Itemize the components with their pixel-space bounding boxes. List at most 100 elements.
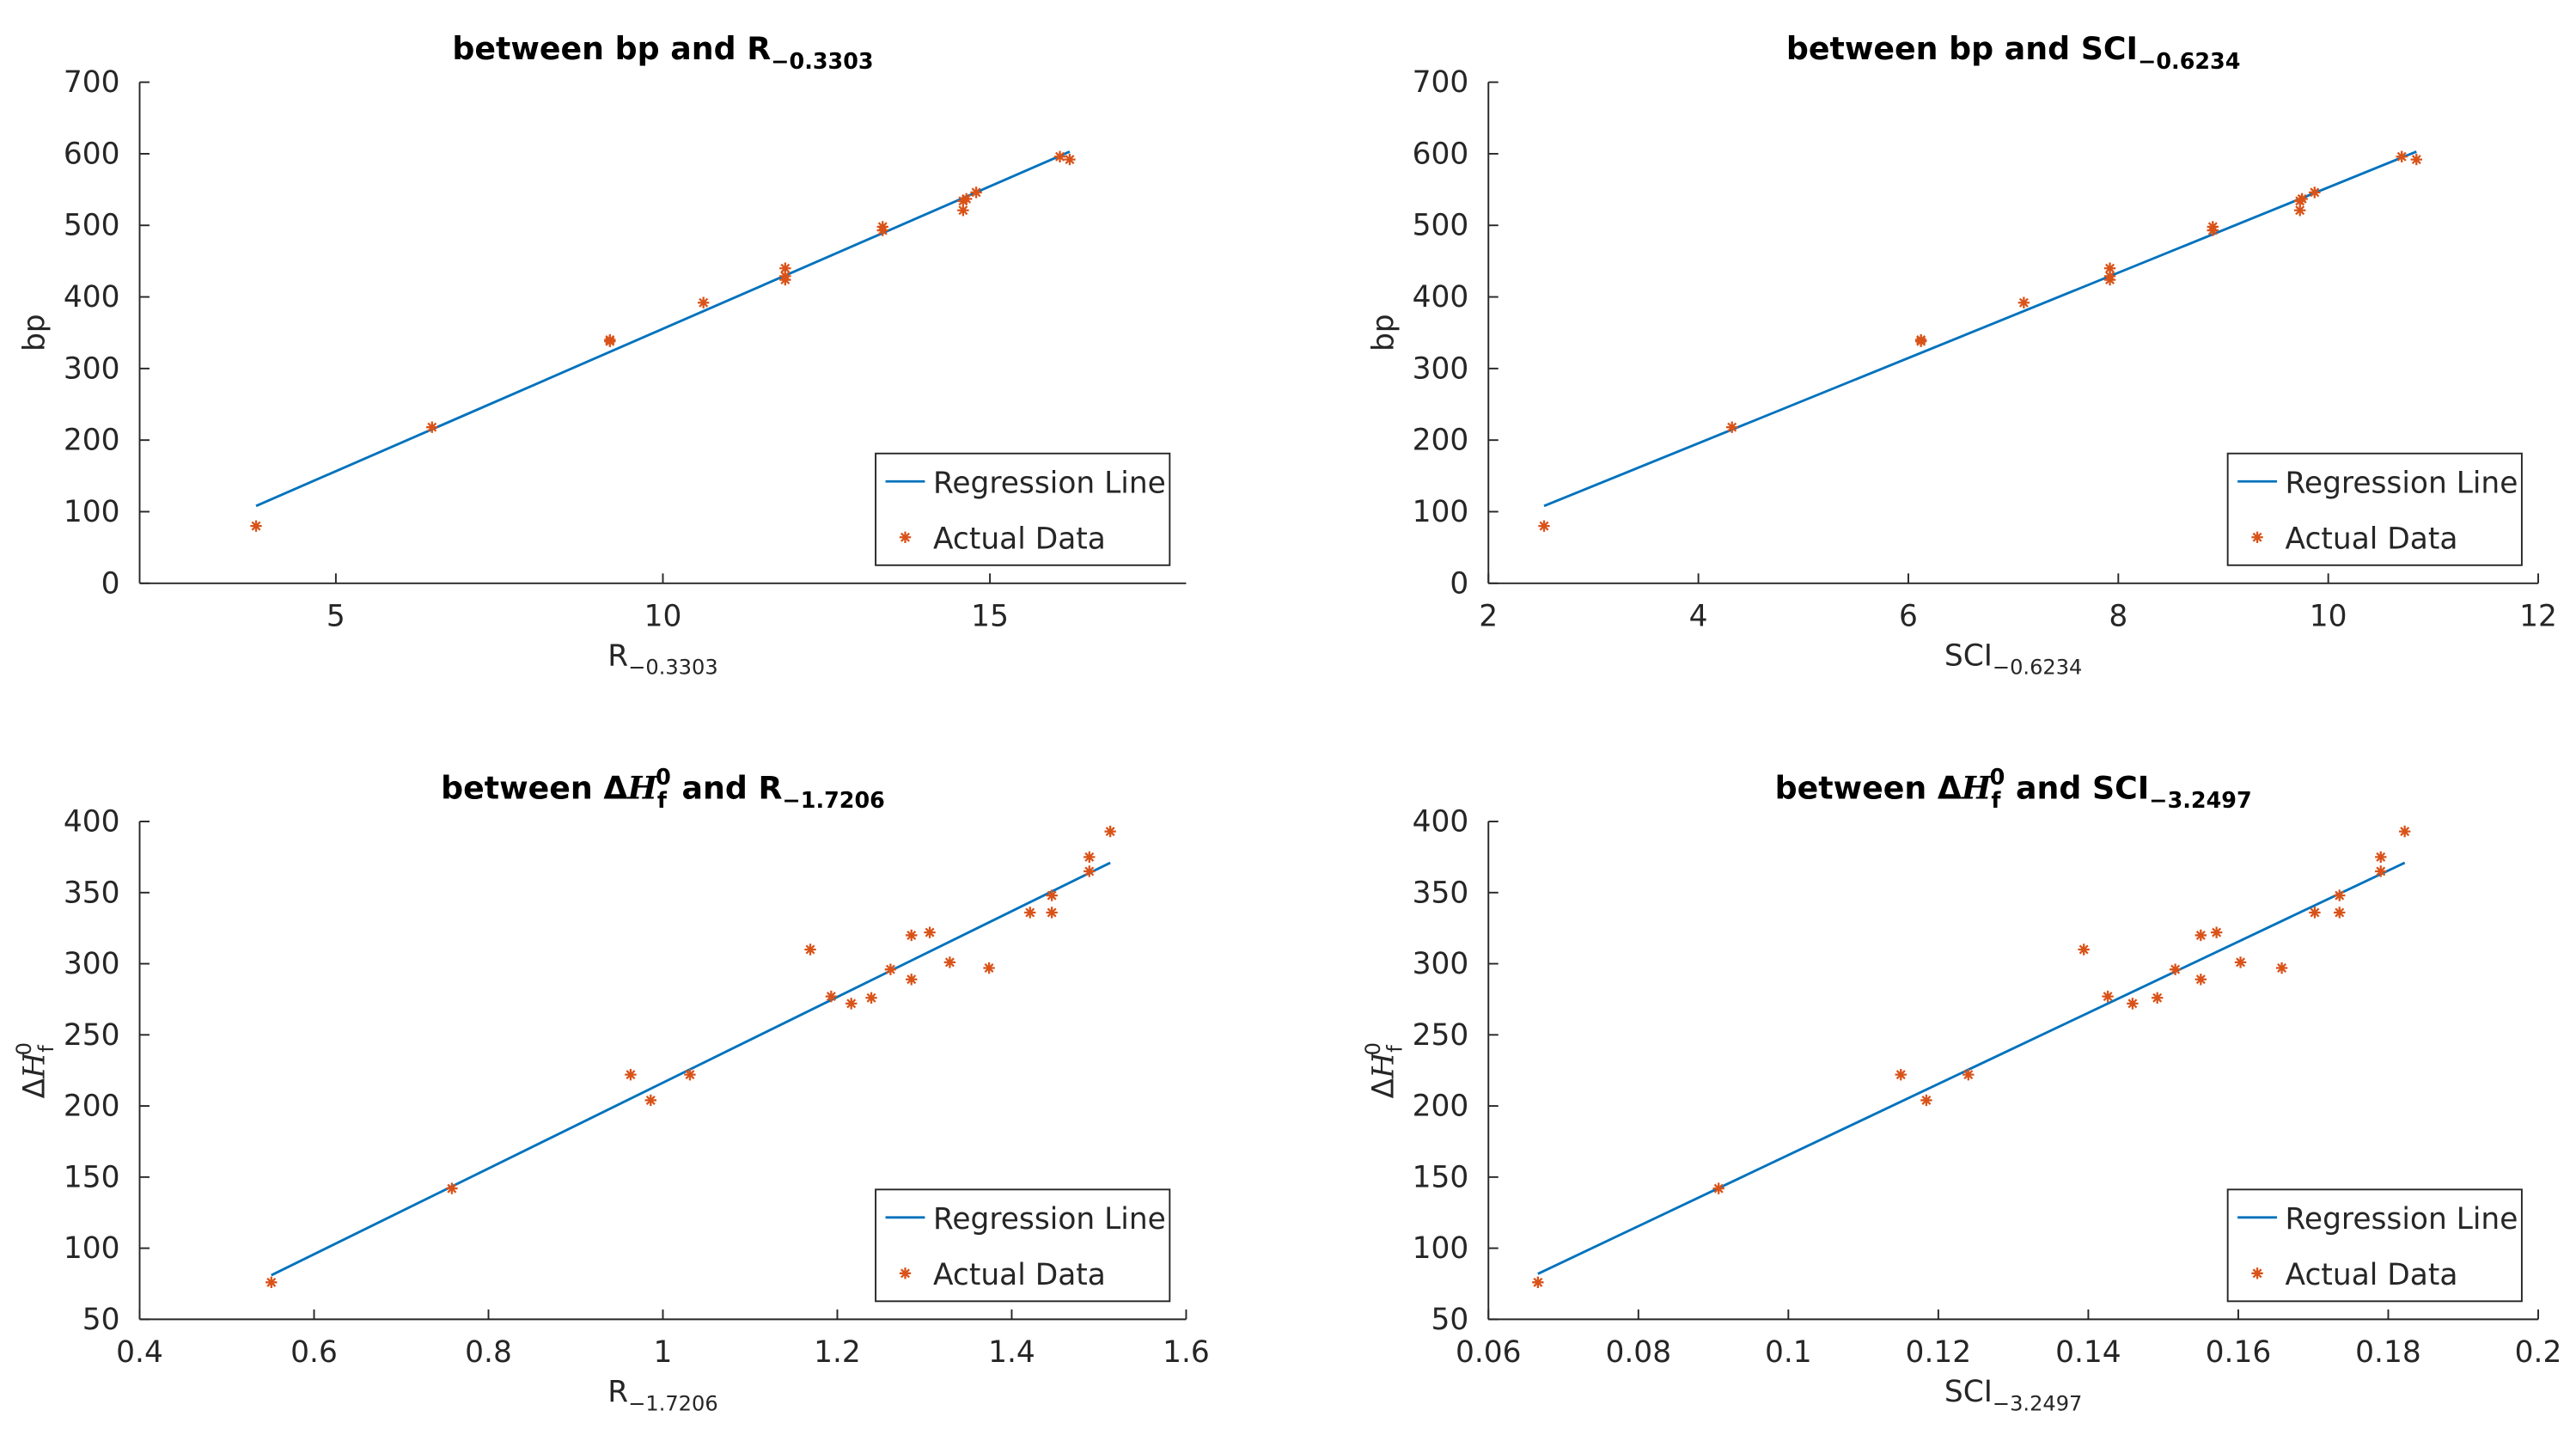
y-tick-label: 150 [64,1160,120,1194]
legend-label: Regression Line [2286,1202,2518,1237]
text-part: Δ [1366,1078,1401,1098]
chart-title: between bp and SCI−0.6234 [1786,30,2241,74]
y-tick-label: 200 [1413,424,1469,458]
data-point [1024,907,1036,919]
y-tick-label: 200 [64,424,120,458]
y-tick-label: 200 [1413,1090,1469,1124]
data-point [906,974,918,986]
data-point [697,296,710,308]
data-point [1532,1276,1544,1289]
x-tick-label: 10 [644,600,682,634]
data-point [2375,865,2387,877]
x-tick-label: 1.4 [988,1335,1035,1370]
data-point [1726,421,1738,433]
y-tick-label: 500 [1413,209,1469,243]
x-tick-label: 1.6 [1163,1335,1210,1370]
y-tick-label: 600 [64,137,120,171]
data-point [2102,990,2114,1003]
data-point [2399,825,2411,838]
text-part: between Δ [1775,769,1962,806]
legend-label: Actual Data [933,1258,1106,1292]
legend-box [875,1188,1171,1303]
y-axis-label: ΔHf0 [1361,1042,1407,1098]
data-point [924,926,936,938]
text-part: −3.2497 [2149,787,2251,813]
y-tick-label: 500 [64,209,120,243]
text-part: R [607,1375,628,1409]
y-tick-label: 250 [64,1018,120,1053]
text-part: and R [671,769,783,806]
x-tick-label: 0.16 [2206,1335,2272,1370]
text-part: H [18,1052,52,1079]
data-point [625,1068,637,1081]
y-tick-label: 50 [82,1303,120,1337]
text-part: −0.6234 [1993,656,2082,680]
data-point [906,929,918,942]
legend-swatch [2251,531,2263,543]
x-tick-label: 0.6 [290,1335,338,1370]
data-point [644,1094,656,1107]
data-point [2207,224,2219,236]
text-part: 0 [12,1042,36,1055]
data-point [1046,889,1058,901]
y-tick-label: 200 [64,1090,120,1124]
x-tick-label: 10 [2310,600,2347,634]
data-point [970,186,982,198]
text-part: −0.3303 [628,656,717,680]
data-point [960,192,973,205]
y-tick-label: 0 [101,566,120,601]
y-tick-label: 250 [1413,1018,1469,1053]
text-part: Δ [18,1078,52,1098]
data-point [2127,998,2139,1010]
data-point [426,421,438,433]
data-point [2334,889,2346,901]
legend-swatch [899,531,912,543]
data-point [957,205,969,217]
x-tick-label: 0.12 [1906,1335,1972,1370]
text-part: bp [1366,314,1401,351]
x-tick-label: 15 [971,600,1009,634]
x-tick-label: 1.2 [814,1335,861,1370]
y-tick-label: 700 [64,65,120,100]
legend-label: Regression Line [2286,467,2518,501]
y-tick-label: 400 [1413,280,1469,314]
data-point [2309,907,2321,919]
legend-label: Regression Line [933,1202,1166,1237]
data-point [2296,192,2308,205]
data-point [865,992,877,1004]
text-part: SCI [1944,638,1993,673]
subplot: 2 4 6 8 10 12 0 100 200 300 400 500 600 700 between bp… [1366,30,2557,680]
y-tick-label: 100 [64,495,120,529]
text-part: and SCI [2005,769,2149,806]
x-tick-label: 0.08 [1605,1335,1671,1370]
text-part: −0.6234 [2138,48,2240,74]
regression-line [1537,861,2406,1275]
y-tick-label: 300 [1413,947,1469,981]
subplot: 0.4 0.6 0.8 1 1.2 1.4 1.6 50 100 150 200 250 300 350 4… [12,764,1210,1415]
legend-label: Actual Data [2286,1258,2458,1292]
y-tick-label: 100 [64,1231,120,1266]
text-part: f [1991,787,2001,813]
text-part: −1.7206 [782,787,884,813]
text-part: bp [18,314,52,351]
x-tick-label: 6 [1899,600,1918,634]
y-tick-label: 600 [1413,137,1469,171]
x-tick-label: 0.4 [116,1335,163,1370]
data-point [684,1068,696,1081]
subplot: 0.06 0.08 0.1 0.12 0.14 0.16 0.18 0.2 50 100 150 20… [1361,764,2562,1415]
data-point [804,943,816,956]
data-point [825,990,838,1003]
legend-label: Actual Data [2286,522,2458,557]
x-tick-label: 0.2 [2515,1335,2562,1370]
data-point [2169,963,2182,975]
y-tick-label: 400 [64,805,120,840]
y-tick-label: 300 [64,947,120,981]
x-tick-label: 1 [654,1335,673,1370]
data-point [1920,1094,1932,1107]
y-axis-label: ΔHf0 [12,1042,58,1098]
y-axis-label: bp [18,314,52,351]
data-point [1914,335,1927,347]
text-part: H [627,769,659,806]
x-tick-label: 2 [1479,600,1498,634]
